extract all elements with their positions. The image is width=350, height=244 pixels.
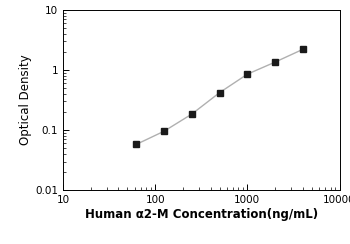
Y-axis label: Optical Density: Optical Density bbox=[19, 55, 32, 145]
X-axis label: Human α2-M Concentration(ng/mL): Human α2-M Concentration(ng/mL) bbox=[85, 208, 318, 221]
